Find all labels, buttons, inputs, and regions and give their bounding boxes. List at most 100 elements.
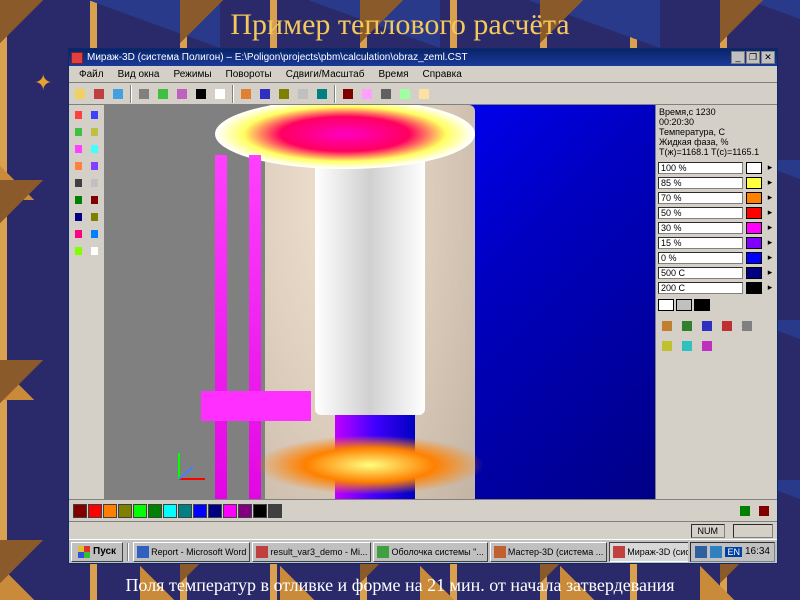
taskbar-button[interactable]: result_var3_demo - Mi... (252, 542, 371, 562)
tool-button[interactable] (71, 209, 86, 225)
toolbar-button[interactable] (313, 85, 331, 103)
toolbar-button[interactable] (339, 85, 357, 103)
tool-button[interactable] (71, 107, 86, 123)
tool-button[interactable] (87, 209, 102, 225)
toolbar-button[interactable] (358, 85, 376, 103)
panel-tool-button[interactable] (658, 337, 676, 355)
start-button[interactable]: Пуск (71, 542, 123, 562)
tool-button[interactable] (87, 107, 102, 123)
toolbar-button[interactable] (377, 85, 395, 103)
menu-view[interactable]: Вид окна (112, 68, 166, 81)
toolbar-button[interactable] (135, 85, 153, 103)
palette-color[interactable] (118, 504, 132, 518)
toolbar-button[interactable] (90, 85, 108, 103)
palette-color[interactable] (223, 504, 237, 518)
menu-file[interactable]: Файл (73, 68, 110, 81)
chevron-right-icon[interactable]: ▸ (765, 222, 775, 234)
bullet-icon: ✦ (34, 70, 52, 96)
toolbar-button[interactable] (275, 85, 293, 103)
legend-label: 100 % (658, 162, 743, 174)
minimize-button[interactable]: _ (731, 51, 745, 64)
play-button[interactable] (736, 502, 754, 520)
toolbar-button[interactable] (294, 85, 312, 103)
tool-button[interactable] (87, 158, 102, 174)
palette-color[interactable] (148, 504, 162, 518)
right-panel: Время,с 1230 00:20:30 Температура, С Жид… (655, 105, 777, 499)
tool-button[interactable] (71, 141, 86, 157)
tool-button[interactable] (71, 243, 86, 259)
tool-button[interactable] (87, 192, 102, 208)
taskbar-button[interactable]: Мастер-3D (система ... (490, 542, 607, 562)
chevron-right-icon[interactable]: ▸ (765, 162, 775, 174)
mini-swatch[interactable] (676, 299, 692, 311)
chevron-right-icon[interactable]: ▸ (765, 252, 775, 264)
chevron-right-icon[interactable]: ▸ (765, 267, 775, 279)
taskbar-button[interactable]: Мираж-3D (систем... (609, 542, 688, 562)
tool-button[interactable] (87, 175, 102, 191)
tool-button[interactable] (71, 226, 86, 242)
taskbar-button[interactable]: Оболочка системы "... (373, 542, 487, 562)
app-icon (494, 546, 506, 558)
palette-color[interactable] (238, 504, 252, 518)
3d-viewport[interactable] (105, 105, 655, 499)
panel-tool-button[interactable] (678, 337, 696, 355)
toolbar-button[interactable] (192, 85, 210, 103)
tray-icon[interactable] (710, 546, 722, 558)
chevron-right-icon[interactable]: ▸ (765, 237, 775, 249)
palette-color[interactable] (208, 504, 222, 518)
menu-time[interactable]: Время (372, 68, 414, 81)
lang-indicator[interactable]: EN (725, 547, 742, 557)
tool-button[interactable] (87, 141, 102, 157)
palette-color[interactable] (163, 504, 177, 518)
menu-pan-zoom[interactable]: Сдвиги/Масштаб (280, 68, 371, 81)
tool-button[interactable] (71, 124, 86, 140)
maximize-button[interactable]: ❐ (746, 51, 760, 64)
toolbar-button[interactable] (211, 85, 229, 103)
menu-help[interactable]: Справка (417, 68, 468, 81)
toolbar-button[interactable] (71, 85, 89, 103)
panel-tool-button[interactable] (698, 317, 716, 335)
palette-color[interactable] (193, 504, 207, 518)
chevron-right-icon[interactable]: ▸ (765, 282, 775, 294)
mini-swatch[interactable] (658, 299, 674, 311)
tool-button[interactable] (87, 226, 102, 242)
chevron-right-icon[interactable]: ▸ (765, 207, 775, 219)
panel-tool-button[interactable] (738, 317, 756, 335)
tool-button[interactable] (87, 124, 102, 140)
stop-button[interactable] (755, 502, 773, 520)
toolbar-button[interactable] (237, 85, 255, 103)
palette-color[interactable] (88, 504, 102, 518)
palette-color[interactable] (73, 504, 87, 518)
toolbar-button[interactable] (154, 85, 172, 103)
tool-button[interactable] (71, 192, 86, 208)
toolbar-button[interactable] (256, 85, 274, 103)
tool-button[interactable] (71, 158, 86, 174)
panel-tools (658, 317, 775, 355)
toolbar-button[interactable] (415, 85, 433, 103)
menu-modes[interactable]: Режимы (167, 68, 217, 81)
tool-button[interactable] (87, 243, 102, 259)
chevron-right-icon[interactable]: ▸ (765, 192, 775, 204)
palette-color[interactable] (133, 504, 147, 518)
taskbar-button[interactable]: Report - Microsoft Word (133, 542, 250, 562)
panel-tool-button[interactable] (718, 317, 736, 335)
palette-color[interactable] (103, 504, 117, 518)
menu-rotate[interactable]: Повороты (220, 68, 278, 81)
system-tray: EN 16:34 (690, 542, 775, 562)
toolbar-button[interactable] (396, 85, 414, 103)
taskbar-label: Report - Microsoft Word (151, 547, 246, 557)
legend-label: 0 % (658, 252, 743, 264)
palette-color[interactable] (178, 504, 192, 518)
palette-color[interactable] (253, 504, 267, 518)
tool-button[interactable] (71, 175, 86, 191)
panel-tool-button[interactable] (658, 317, 676, 335)
tray-icon[interactable] (695, 546, 707, 558)
mini-swatch[interactable] (694, 299, 710, 311)
close-button[interactable]: ✕ (761, 51, 775, 64)
panel-tool-button[interactable] (698, 337, 716, 355)
toolbar-button[interactable] (109, 85, 127, 103)
palette-color[interactable] (268, 504, 282, 518)
panel-tool-button[interactable] (678, 317, 696, 335)
chevron-right-icon[interactable]: ▸ (765, 177, 775, 189)
toolbar-button[interactable] (173, 85, 191, 103)
